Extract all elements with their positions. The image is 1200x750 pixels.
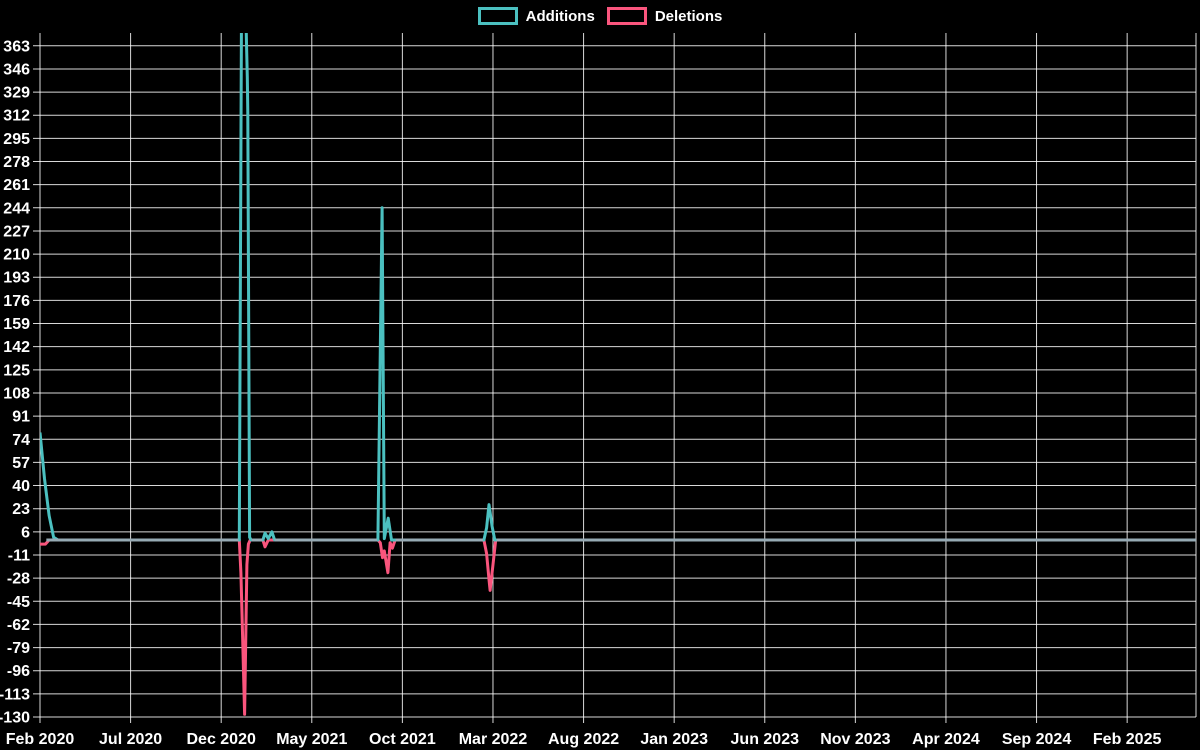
svg-text:-28: -28 [7, 571, 30, 588]
svg-text:210: 210 [3, 247, 30, 264]
svg-text:-130: -130 [0, 710, 30, 727]
chart-legend: Additions Deletions [0, 7, 1200, 25]
svg-text:May 2021: May 2021 [276, 731, 347, 748]
svg-text:108: 108 [3, 385, 30, 402]
svg-text:278: 278 [3, 154, 30, 171]
svg-text:Feb 2025: Feb 2025 [1093, 731, 1162, 748]
legend-item-additions[interactable]: Additions [477, 7, 595, 25]
svg-text:244: 244 [3, 200, 30, 217]
svg-text:346: 346 [3, 61, 30, 78]
svg-text:125: 125 [3, 362, 30, 379]
gridlines [33, 33, 1197, 723]
legend-label-additions: Additions [525, 7, 595, 25]
svg-text:312: 312 [3, 108, 30, 125]
svg-text:329: 329 [3, 85, 30, 102]
svg-text:-113: -113 [0, 686, 30, 703]
svg-text:40: 40 [12, 478, 30, 495]
svg-text:Feb 2020: Feb 2020 [6, 731, 75, 748]
svg-text:Aug 2022: Aug 2022 [548, 731, 619, 748]
svg-text:176: 176 [3, 293, 30, 310]
svg-text:159: 159 [3, 316, 30, 333]
svg-text:-62: -62 [7, 617, 30, 634]
svg-text:-11: -11 [8, 547, 30, 564]
svg-text:23: 23 [12, 501, 30, 518]
y-axis-labels: 363 346 329 312 295 278 261 244 227 210 193 176 159 1… [0, 38, 30, 726]
svg-text:142: 142 [3, 339, 30, 356]
svg-text:Jun 2023: Jun 2023 [731, 731, 800, 748]
svg-text:295: 295 [3, 131, 30, 148]
svg-text:Apr 2024: Apr 2024 [912, 731, 980, 748]
svg-text:-45: -45 [7, 594, 30, 611]
additions-swatch-icon [477, 7, 518, 25]
svg-text:-79: -79 [7, 640, 30, 657]
legend-label-deletions: Deletions [654, 7, 723, 25]
svg-text:-96: -96 [7, 663, 30, 680]
svg-text:Oct 2021: Oct 2021 [369, 731, 436, 748]
svg-text:91: 91 [12, 409, 30, 426]
x-axis-labels: Feb 2020 Jul 2020 Dec 2020 May 2021 Oct 2021… [6, 731, 1162, 748]
svg-text:261: 261 [3, 177, 30, 194]
svg-text:Mar 2022: Mar 2022 [459, 731, 528, 748]
svg-text:Dec 2020: Dec 2020 [186, 731, 255, 748]
legend-item-deletions[interactable]: Deletions [606, 7, 723, 25]
svg-text:57: 57 [12, 455, 30, 472]
svg-text:Nov 2023: Nov 2023 [820, 731, 890, 748]
deletions-line [40, 538, 1196, 716]
deletions-swatch-icon [606, 7, 647, 25]
svg-text:227: 227 [3, 223, 30, 240]
svg-text:Jul 2020: Jul 2020 [99, 731, 162, 748]
additions-line [40, 33, 1196, 542]
svg-text:363: 363 [3, 38, 30, 55]
svg-text:Jan 2023: Jan 2023 [640, 731, 708, 748]
svg-text:74: 74 [12, 432, 30, 449]
data-series [40, 33, 1196, 716]
svg-text:193: 193 [3, 270, 30, 287]
svg-text:Sep 2024: Sep 2024 [1002, 731, 1071, 748]
svg-text:6: 6 [21, 524, 30, 541]
